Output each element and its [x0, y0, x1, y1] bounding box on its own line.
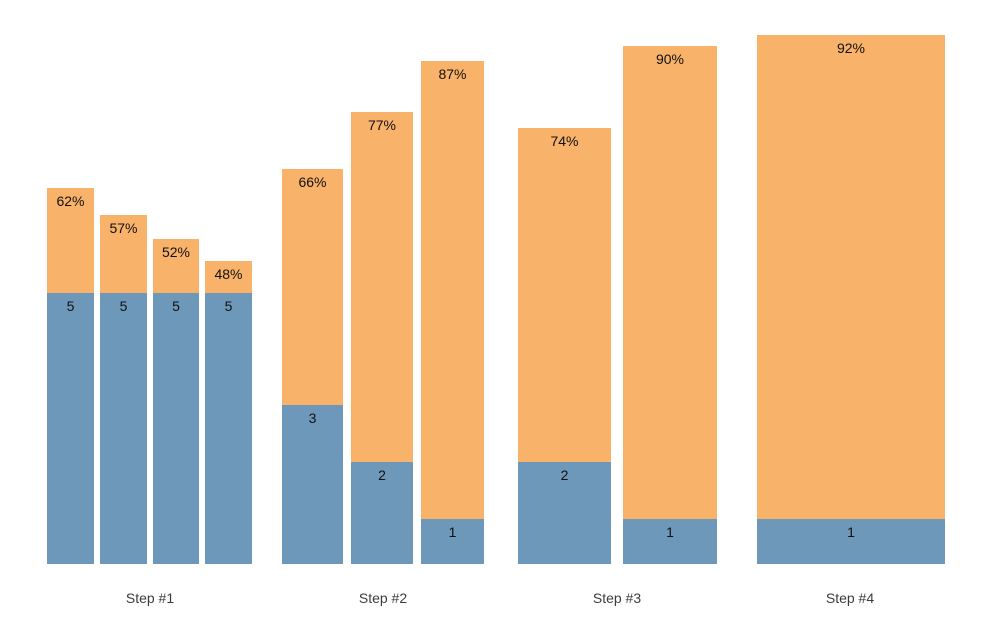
conversion-segment: 66%: [282, 169, 343, 405]
count-label: 5: [119, 298, 128, 314]
count-label: 5: [224, 298, 233, 314]
count-label: 5: [172, 298, 180, 314]
count-segment: 5: [47, 293, 94, 564]
count-label: 1: [666, 524, 674, 540]
group-label-step1: Step #1: [125, 590, 175, 606]
pct-label: 77%: [367, 117, 397, 133]
bar-step2-2: 77% 2: [351, 112, 413, 564]
pct-label: 66%: [298, 174, 327, 190]
count-label: 3: [308, 410, 317, 426]
count-segment: 3: [282, 405, 343, 564]
pct-label: 74%: [550, 133, 579, 149]
bar-step1-3: 52% 5: [153, 239, 199, 564]
pct-label: 90%: [655, 51, 685, 67]
count-segment: 1: [623, 519, 717, 564]
count-label: 5: [66, 298, 75, 314]
pct-label: 87%: [438, 66, 467, 82]
bar-step4-1: 92% 1: [757, 35, 945, 564]
count-label: 2: [378, 467, 386, 483]
count-segment: 1: [421, 519, 484, 564]
bar-step1-4: 48% 5: [205, 261, 252, 564]
pct-label: 92%: [836, 40, 866, 56]
group-label-step4: Step #4: [825, 590, 875, 606]
conversion-segment: 57%: [100, 215, 147, 293]
pct-label: 52%: [161, 244, 191, 260]
bar-step2-1: 66% 3: [282, 169, 343, 564]
count-segment: 1: [757, 519, 945, 564]
bar-step3-2: 90% 1: [623, 46, 717, 564]
pct-label: 48%: [214, 266, 243, 282]
conversion-segment: 90%: [623, 46, 717, 519]
bar-step2-3: 87% 1: [421, 61, 484, 564]
count-segment: 2: [351, 462, 413, 564]
conversion-segment: 92%: [757, 35, 945, 519]
count-label: 1: [448, 524, 457, 540]
count-label: 1: [847, 524, 855, 540]
pct-label: 62%: [56, 193, 85, 209]
count-label: 2: [560, 467, 569, 483]
group-label-step2: Step #2: [358, 590, 408, 606]
conversion-segment: 52%: [153, 239, 199, 293]
bar-step3-1: 74% 2: [518, 128, 611, 564]
pct-label: 57%: [109, 220, 138, 236]
conversion-segment: 62%: [47, 188, 94, 293]
count-segment: 5: [100, 293, 147, 564]
conversion-segment: 74%: [518, 128, 611, 462]
conversion-segment: 48%: [205, 261, 252, 293]
group-label-step3: Step #3: [592, 590, 642, 606]
conversion-segment: 87%: [421, 61, 484, 519]
conversion-segment: 77%: [351, 112, 413, 462]
bar-step1-2: 57% 5: [100, 215, 147, 564]
count-segment: 5: [205, 293, 252, 564]
count-segment: 2: [518, 462, 611, 564]
count-segment: 5: [153, 293, 199, 564]
bar-step1-1: 62% 5: [47, 188, 94, 564]
